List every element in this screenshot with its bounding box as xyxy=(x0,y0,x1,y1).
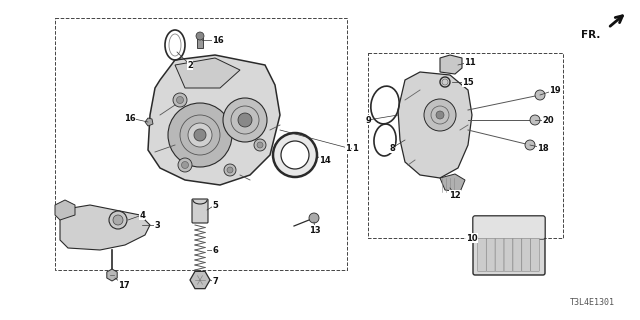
Circle shape xyxy=(168,103,232,167)
Polygon shape xyxy=(398,72,472,178)
Text: 1: 1 xyxy=(345,143,351,153)
Circle shape xyxy=(223,98,267,142)
Text: 6: 6 xyxy=(212,245,218,254)
Polygon shape xyxy=(148,55,280,185)
FancyBboxPatch shape xyxy=(495,238,504,271)
Text: 11: 11 xyxy=(464,58,476,67)
Circle shape xyxy=(281,141,309,169)
Text: 12: 12 xyxy=(449,190,461,199)
Circle shape xyxy=(182,162,189,169)
Text: 15: 15 xyxy=(462,77,474,86)
FancyBboxPatch shape xyxy=(504,238,513,271)
Text: 14: 14 xyxy=(319,156,331,164)
Polygon shape xyxy=(107,269,117,281)
FancyBboxPatch shape xyxy=(522,238,531,271)
Circle shape xyxy=(109,211,127,229)
Polygon shape xyxy=(440,174,465,192)
Circle shape xyxy=(177,97,184,103)
Circle shape xyxy=(442,79,448,85)
Polygon shape xyxy=(197,38,203,48)
Circle shape xyxy=(530,115,540,125)
Circle shape xyxy=(254,139,266,151)
Circle shape xyxy=(224,164,236,176)
Text: 19: 19 xyxy=(549,85,561,94)
Circle shape xyxy=(188,123,212,147)
Polygon shape xyxy=(145,118,153,126)
Circle shape xyxy=(309,213,319,223)
Circle shape xyxy=(525,140,535,150)
FancyBboxPatch shape xyxy=(473,216,545,275)
Circle shape xyxy=(424,99,456,131)
Text: 1: 1 xyxy=(352,143,358,153)
Text: 16: 16 xyxy=(124,114,136,123)
Polygon shape xyxy=(175,58,240,88)
Circle shape xyxy=(227,167,233,173)
Circle shape xyxy=(535,90,545,100)
FancyBboxPatch shape xyxy=(531,238,540,271)
Text: 8: 8 xyxy=(389,143,395,153)
FancyBboxPatch shape xyxy=(473,216,545,239)
Circle shape xyxy=(257,142,263,148)
FancyBboxPatch shape xyxy=(192,199,208,223)
Text: 13: 13 xyxy=(309,226,321,235)
Text: FR.: FR. xyxy=(580,30,600,40)
Text: 18: 18 xyxy=(537,143,549,153)
Polygon shape xyxy=(60,205,150,250)
Text: 5: 5 xyxy=(212,201,218,210)
Polygon shape xyxy=(190,271,210,289)
Text: 16: 16 xyxy=(212,36,224,44)
Text: 10: 10 xyxy=(466,234,478,243)
Text: 20: 20 xyxy=(542,116,554,124)
Text: 4: 4 xyxy=(139,211,145,220)
Text: T3L4E1301: T3L4E1301 xyxy=(570,298,615,307)
FancyBboxPatch shape xyxy=(486,238,495,271)
Text: 9: 9 xyxy=(365,116,371,124)
Circle shape xyxy=(238,113,252,127)
Polygon shape xyxy=(55,200,75,220)
Circle shape xyxy=(196,32,204,40)
Text: 7: 7 xyxy=(212,277,218,286)
Circle shape xyxy=(436,111,444,119)
Circle shape xyxy=(113,215,123,225)
Circle shape xyxy=(178,158,192,172)
Text: 2: 2 xyxy=(187,60,193,69)
Bar xyxy=(368,53,563,238)
Bar xyxy=(55,18,347,270)
Text: 17: 17 xyxy=(118,281,130,290)
Circle shape xyxy=(173,93,187,107)
FancyBboxPatch shape xyxy=(513,238,522,271)
Circle shape xyxy=(194,129,206,141)
Text: 3: 3 xyxy=(154,220,160,229)
Circle shape xyxy=(273,133,317,177)
FancyBboxPatch shape xyxy=(477,238,486,271)
Polygon shape xyxy=(440,55,462,74)
